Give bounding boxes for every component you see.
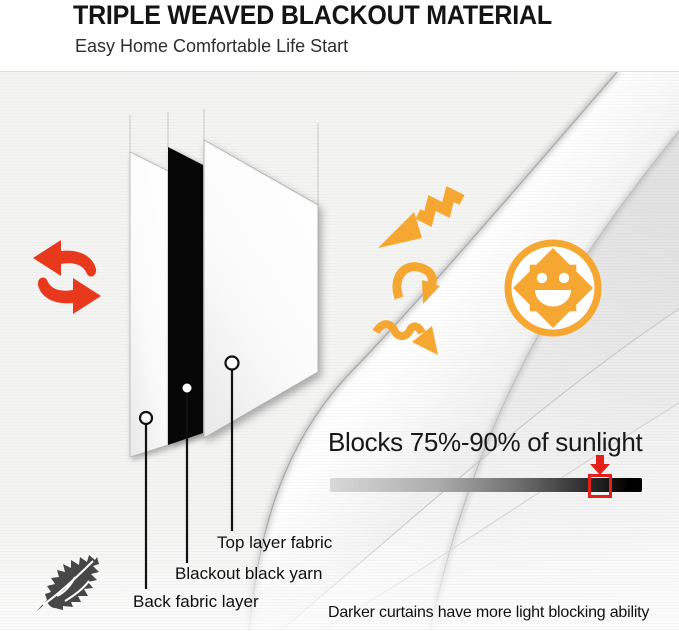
triple-layer-diagram bbox=[129, 139, 319, 589]
smiling-sun-icon bbox=[504, 239, 602, 337]
callout-label-top-layer: Top layer fabric bbox=[217, 533, 333, 552]
red-marker-arrow-icon bbox=[590, 455, 610, 475]
blocks-headline: Blocks 75%-90% of sunlight bbox=[328, 427, 643, 457]
callout-label-back-layer: Back fabric layer bbox=[133, 592, 259, 611]
callout-label-blackout-yarn: Blackout black yarn bbox=[175, 564, 323, 583]
page-subtitle: Easy Home Comfortable Life Start bbox=[75, 36, 349, 56]
leaf-icon bbox=[37, 555, 99, 611]
red-swap-arrows-icon bbox=[33, 240, 101, 314]
yarn-pin-dot bbox=[182, 383, 192, 393]
red-marker-box bbox=[588, 474, 612, 498]
blackout-yarn-sheet bbox=[168, 147, 203, 445]
callout-pins bbox=[138, 355, 240, 589]
darkness-note: Darker curtains have more light blocking… bbox=[328, 604, 650, 621]
top-fabric-sheet bbox=[203, 139, 319, 439]
page-title: TRIPLE WEAVED BLACKOUT MATERIAL bbox=[73, 0, 552, 31]
light-blocking-gradient-bar bbox=[330, 478, 642, 492]
back-fabric-sheet bbox=[129, 151, 169, 458]
orange-light-arrows-icon bbox=[372, 186, 465, 355]
fabric-background bbox=[0, 71, 679, 631]
